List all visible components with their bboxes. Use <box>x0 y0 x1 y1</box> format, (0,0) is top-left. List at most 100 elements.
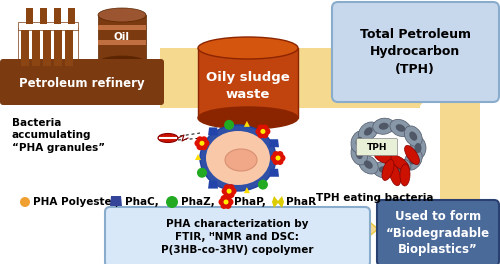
Text: TPH eating bacteria: TPH eating bacteria <box>316 193 434 203</box>
Bar <box>21 30 29 66</box>
Ellipse shape <box>158 134 178 143</box>
Ellipse shape <box>351 143 368 165</box>
Circle shape <box>226 189 232 194</box>
Ellipse shape <box>358 122 378 141</box>
Ellipse shape <box>400 164 410 186</box>
Ellipse shape <box>396 124 405 132</box>
Circle shape <box>218 199 226 205</box>
Ellipse shape <box>373 162 394 178</box>
Polygon shape <box>195 154 201 160</box>
Text: Total Petroleum
Hydrocarbon
(TPH): Total Petroleum Hydrocarbon (TPH) <box>360 29 470 76</box>
Ellipse shape <box>409 131 417 141</box>
Bar <box>98 40 146 45</box>
Ellipse shape <box>414 143 422 153</box>
Ellipse shape <box>391 155 409 171</box>
Text: TPH: TPH <box>367 143 387 152</box>
Circle shape <box>226 199 234 205</box>
Bar <box>98 15 146 63</box>
Polygon shape <box>244 187 250 193</box>
Ellipse shape <box>382 159 394 181</box>
Text: Petroleum refinery: Petroleum refinery <box>19 77 145 89</box>
Circle shape <box>258 124 264 131</box>
FancyBboxPatch shape <box>377 200 499 264</box>
Circle shape <box>264 128 270 135</box>
Circle shape <box>276 155 280 161</box>
Circle shape <box>20 197 30 207</box>
Ellipse shape <box>390 164 400 186</box>
Polygon shape <box>272 196 284 208</box>
Circle shape <box>258 131 264 138</box>
Text: Oil: Oil <box>114 32 130 42</box>
Polygon shape <box>418 48 445 108</box>
Circle shape <box>224 200 228 205</box>
Text: PhaR: PhaR <box>286 197 316 207</box>
Circle shape <box>220 195 228 202</box>
Circle shape <box>224 184 230 191</box>
Text: PHA characterization by
FTIR, ᴴNMR and DSC:
P(3HB-co-3HV) copolymer: PHA characterization by FTIR, ᴴNMR and D… <box>161 219 313 255</box>
Ellipse shape <box>356 149 363 159</box>
Bar <box>40 8 47 24</box>
Polygon shape <box>110 196 122 206</box>
FancyBboxPatch shape <box>105 207 370 264</box>
Bar <box>32 30 40 66</box>
Ellipse shape <box>351 131 368 153</box>
Circle shape <box>260 129 266 134</box>
Circle shape <box>256 128 262 135</box>
FancyBboxPatch shape <box>332 2 499 102</box>
Circle shape <box>200 141 204 146</box>
Text: PhaZ,: PhaZ, <box>181 197 215 207</box>
Circle shape <box>228 191 234 198</box>
Circle shape <box>272 158 280 165</box>
Text: PhaC,: PhaC, <box>125 197 159 207</box>
Ellipse shape <box>364 127 373 136</box>
Text: Used to form
“Biodegradable
Bioplastics”: Used to form “Biodegradable Bioplastics” <box>386 210 490 256</box>
Circle shape <box>194 140 202 147</box>
Polygon shape <box>269 169 279 177</box>
Ellipse shape <box>198 107 298 129</box>
Bar <box>54 8 61 24</box>
Circle shape <box>258 180 268 190</box>
Ellipse shape <box>390 159 411 177</box>
Bar <box>26 8 33 24</box>
Circle shape <box>230 188 236 195</box>
Bar <box>43 30 51 66</box>
Ellipse shape <box>373 118 394 134</box>
Text: PhaP,: PhaP, <box>234 197 266 207</box>
FancyBboxPatch shape <box>0 59 164 105</box>
Ellipse shape <box>356 137 363 147</box>
Polygon shape <box>269 139 279 147</box>
Ellipse shape <box>225 149 257 171</box>
Circle shape <box>200 143 207 150</box>
Circle shape <box>224 195 232 202</box>
Circle shape <box>262 131 268 138</box>
Polygon shape <box>270 210 378 248</box>
Circle shape <box>224 120 234 130</box>
Circle shape <box>200 136 207 143</box>
Circle shape <box>270 154 278 162</box>
Ellipse shape <box>98 8 146 22</box>
Polygon shape <box>160 48 420 108</box>
Bar <box>18 22 78 30</box>
Bar <box>54 30 62 66</box>
Circle shape <box>262 124 268 131</box>
Circle shape <box>278 154 285 162</box>
Circle shape <box>276 158 283 165</box>
Ellipse shape <box>396 164 405 172</box>
Ellipse shape <box>98 56 146 70</box>
Circle shape <box>222 188 228 195</box>
Text: Oily sludge
waste: Oily sludge waste <box>206 72 290 101</box>
Polygon shape <box>440 53 480 205</box>
Polygon shape <box>244 121 250 127</box>
Circle shape <box>220 202 228 209</box>
Circle shape <box>196 143 203 150</box>
Ellipse shape <box>404 126 422 146</box>
Bar <box>68 8 75 24</box>
Ellipse shape <box>206 131 270 185</box>
Polygon shape <box>208 128 218 135</box>
Text: PHA Polyester,: PHA Polyester, <box>33 197 120 207</box>
Bar <box>198 48 298 118</box>
Circle shape <box>272 151 280 158</box>
Bar <box>98 25 146 30</box>
Ellipse shape <box>374 152 396 164</box>
Ellipse shape <box>404 145 419 164</box>
